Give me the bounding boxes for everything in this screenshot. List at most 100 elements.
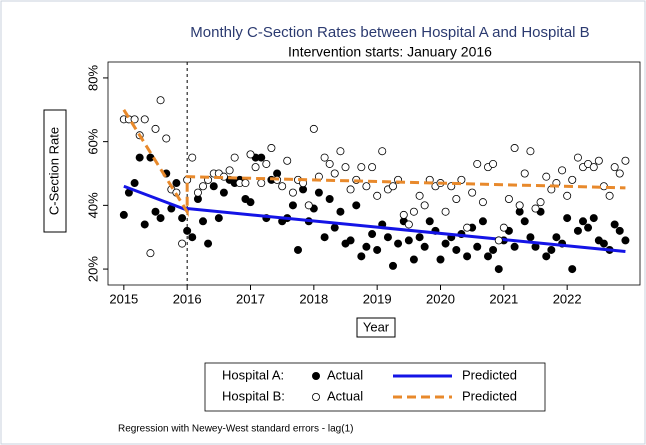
data-point — [589, 163, 598, 172]
data-point — [573, 153, 582, 162]
footnote: Regression with Newey-West standard erro… — [118, 424, 353, 435]
data-point — [130, 115, 139, 124]
data-point — [542, 172, 551, 181]
data-point — [425, 217, 434, 226]
data-point — [599, 239, 608, 248]
data-point — [336, 207, 345, 216]
data-point — [436, 255, 445, 264]
data-point — [478, 198, 487, 207]
data-point — [552, 233, 561, 242]
data-point — [388, 182, 397, 191]
data-point — [330, 169, 339, 178]
data-point — [198, 217, 207, 226]
data-point — [589, 214, 598, 223]
data-point — [325, 194, 334, 203]
data-point — [198, 182, 207, 191]
data-point — [241, 179, 250, 188]
data-point — [219, 188, 228, 197]
legend-label: Actual — [327, 367, 363, 382]
data-point — [515, 201, 524, 210]
data-point — [621, 156, 630, 165]
data-point — [404, 220, 413, 229]
data-point — [621, 236, 630, 245]
data-point — [526, 147, 535, 156]
data-point — [193, 188, 202, 197]
data-point — [489, 159, 498, 168]
x-tick-label: 2017 — [236, 291, 265, 306]
x-title-box — [356, 317, 396, 338]
data-point — [441, 207, 450, 216]
data-point — [394, 239, 403, 248]
data-point — [409, 207, 418, 216]
data-point — [563, 191, 572, 200]
y-tick-label: 40% — [85, 192, 100, 218]
data-point — [251, 163, 260, 172]
chart-subtitle: Intervention starts: January 2016 — [288, 44, 492, 60]
legend-marker — [311, 371, 320, 380]
data-point — [531, 204, 540, 213]
data-point — [346, 236, 355, 245]
data-point — [558, 166, 567, 175]
data-point — [320, 233, 329, 242]
data-point — [473, 159, 482, 168]
data-point — [563, 214, 572, 223]
data-point — [140, 220, 149, 229]
data-point — [278, 182, 287, 191]
data-point — [463, 252, 472, 261]
data-point — [288, 201, 297, 210]
x-tick-label: 2021 — [489, 291, 518, 306]
data-point — [378, 147, 387, 156]
x-tick-label: 2022 — [553, 291, 582, 306]
data-point — [362, 182, 371, 191]
data-point — [288, 188, 297, 197]
data-point — [536, 198, 545, 207]
data-point — [610, 220, 619, 229]
data-point — [463, 223, 472, 232]
x-axis-title: Year — [363, 319, 390, 334]
data-point — [246, 198, 255, 207]
y-tick-label: 80% — [85, 64, 100, 90]
legend-label: Predicted — [462, 388, 517, 403]
data-point — [330, 223, 339, 232]
data-point — [230, 153, 239, 162]
data-point — [594, 156, 603, 165]
x-tick-label: 2015 — [109, 291, 138, 306]
data-point — [119, 210, 128, 219]
data-point — [415, 191, 424, 200]
data-point — [352, 201, 361, 210]
data-point — [510, 144, 519, 153]
data-point — [526, 233, 535, 242]
data-point — [183, 226, 192, 235]
data-point — [293, 245, 302, 254]
data-point — [568, 175, 577, 184]
data-point — [362, 242, 371, 251]
data-point — [473, 242, 482, 251]
data-point — [605, 191, 614, 200]
data-point — [151, 207, 160, 216]
data-point — [309, 124, 318, 133]
legend-label: Predicted — [462, 367, 517, 382]
data-point — [415, 233, 424, 242]
data-point — [178, 214, 187, 223]
data-point — [172, 179, 181, 188]
legend-label: Actual — [327, 388, 363, 403]
data-point — [135, 153, 144, 162]
y-title-box — [43, 109, 67, 233]
data-point — [257, 179, 266, 188]
data-point — [373, 191, 382, 200]
data-point — [320, 153, 329, 162]
x-tick-label: 2020 — [426, 291, 455, 306]
data-point — [579, 217, 588, 226]
data-point — [214, 214, 223, 223]
x-tick-label: 2019 — [363, 291, 392, 306]
data-point — [156, 96, 165, 105]
data-point — [568, 265, 577, 274]
x-tick-label: 2016 — [173, 291, 202, 306]
legend-marker — [311, 392, 320, 401]
data-point — [615, 226, 624, 235]
data-point — [409, 255, 418, 264]
data-point — [146, 153, 155, 162]
data-point — [542, 252, 551, 261]
data-point — [357, 252, 366, 261]
data-point — [468, 188, 477, 197]
